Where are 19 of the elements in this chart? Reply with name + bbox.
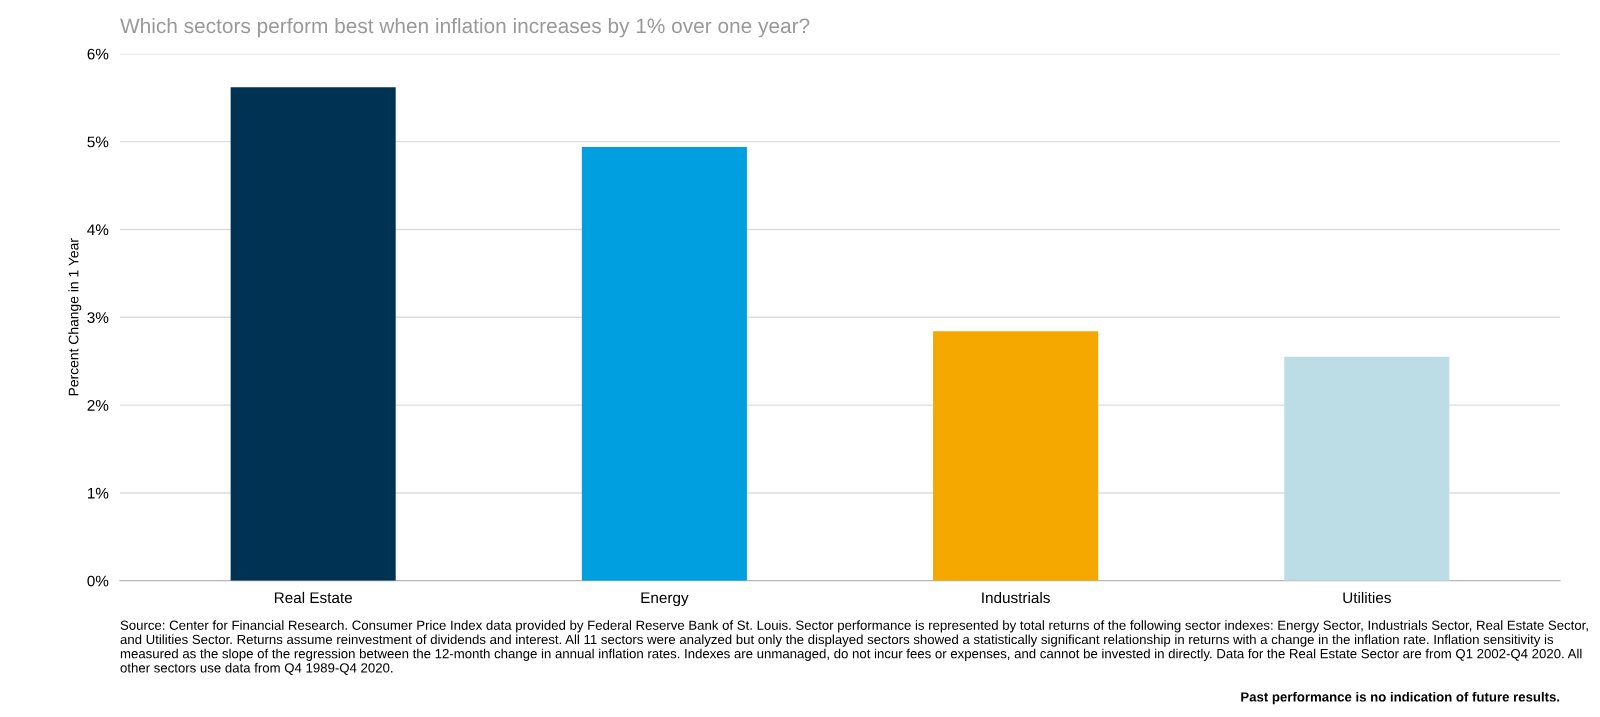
y-tick-label: 3% xyxy=(87,312,109,323)
y-tick-label: 0% xyxy=(87,575,109,587)
x-tick-label: Energy xyxy=(641,592,689,607)
y-tick-label: 5% xyxy=(87,136,109,148)
chart-title: Which sectors perform best when inflation increases by 1% over one year? xyxy=(120,17,810,38)
bar xyxy=(230,87,396,581)
y-tick-label: 2% xyxy=(87,399,109,411)
x-tick-label: Utilities xyxy=(1343,591,1391,604)
bar xyxy=(933,331,1099,581)
x-tick-label: Real Estate xyxy=(274,591,352,604)
x-tick-label: Industrials xyxy=(982,591,1050,604)
y-tick-label: 6% xyxy=(87,48,109,60)
source-note: Source: Center for Financial Research. Consumer Price Index data provided by Federal Reserve Bank of St. Louis. Sector performance is represented by total returns of the following sector indexes: Energy Sector, Industrials Sector, Real Estate Sector, and Utilities Sector. Returns assume reinvestment of dividends and interest. All 11 sectors were analyzed but only the displayed sectors showed a statistically significant relationship in returns with a change in the inflation rate. Inflation sensitivity is measured as the slope of the regression between the 12-month change in annual inflation rates. Indexes are unmanaged, do not incur fees or expenses, and cannot be invested in directly. Data for the Real Estate Sector are from Q1 2002-Q4 2020. All other sectors use data from Q4 1989-Q4 2020. xyxy=(120,620,1588,675)
text: Past performance is no indication of future results. xyxy=(1241,691,1560,705)
y-tick-label: 1% xyxy=(87,487,109,499)
bar xyxy=(1284,356,1450,581)
y-axis-title: Percent Change in 1 Year xyxy=(68,238,82,396)
bar xyxy=(581,146,747,581)
y-tick-label: 4% xyxy=(87,224,109,236)
